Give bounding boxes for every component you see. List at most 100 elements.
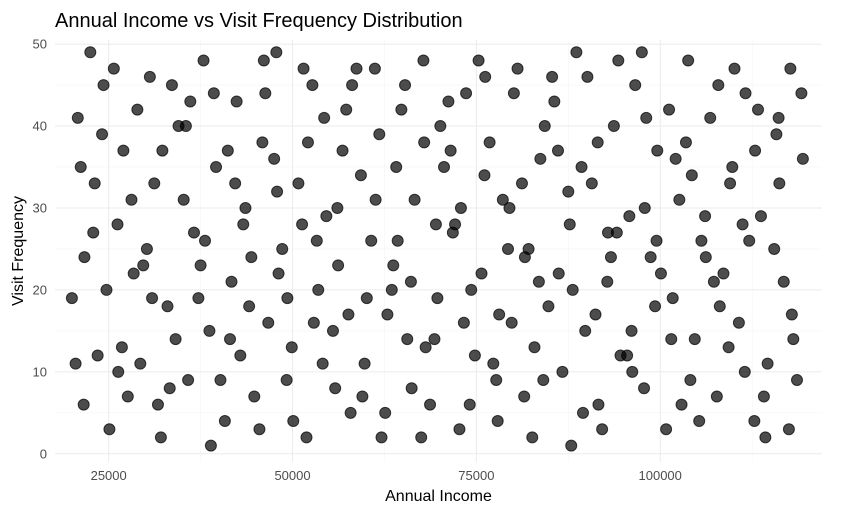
data-point xyxy=(320,210,333,223)
data-point xyxy=(589,308,602,321)
data-point xyxy=(115,341,128,354)
data-point xyxy=(225,275,238,288)
data-point xyxy=(526,431,539,444)
data-point xyxy=(577,406,590,419)
data-point xyxy=(491,415,504,428)
data-point xyxy=(487,357,500,370)
data-point xyxy=(438,161,451,174)
data-point xyxy=(479,70,492,83)
data-point xyxy=(401,333,414,346)
data-point xyxy=(306,79,319,92)
data-point xyxy=(739,87,752,100)
data-point xyxy=(368,62,381,75)
data-point xyxy=(301,136,314,149)
data-point xyxy=(515,177,528,190)
data-point xyxy=(207,87,220,100)
data-point xyxy=(342,308,355,321)
data-point xyxy=(537,374,550,387)
data-point xyxy=(693,415,706,428)
data-point xyxy=(259,87,272,100)
data-point xyxy=(375,431,388,444)
data-point xyxy=(69,357,82,370)
data-point xyxy=(373,128,386,141)
data-point xyxy=(772,111,785,124)
data-point xyxy=(592,398,605,411)
data-point xyxy=(542,300,555,313)
data-point xyxy=(296,218,309,231)
data-point xyxy=(192,292,205,305)
data-point xyxy=(245,251,258,264)
data-point xyxy=(112,365,125,378)
data-point xyxy=(650,234,663,247)
data-point xyxy=(612,54,625,67)
data-point xyxy=(199,234,212,247)
data-point xyxy=(552,267,565,280)
data-point xyxy=(570,46,583,59)
data-point xyxy=(331,201,344,214)
data-point xyxy=(121,390,134,403)
data-point xyxy=(704,111,717,124)
data-point xyxy=(417,54,430,67)
data-point xyxy=(358,357,371,370)
data-point xyxy=(699,210,712,223)
data-point xyxy=(660,423,673,436)
x-tick-label: 25000 xyxy=(91,468,127,483)
data-point xyxy=(777,275,790,288)
data-point xyxy=(472,54,485,67)
data-point xyxy=(229,177,242,190)
data-point xyxy=(562,185,575,198)
y-tick-label: 50 xyxy=(33,37,47,52)
data-point xyxy=(663,103,676,116)
data-point xyxy=(640,111,653,124)
data-point xyxy=(713,300,726,313)
data-point xyxy=(179,120,192,133)
data-point xyxy=(591,136,604,149)
data-point xyxy=(418,136,431,149)
data-point xyxy=(699,251,712,264)
data-point xyxy=(65,292,78,305)
data-point xyxy=(307,316,320,329)
data-point xyxy=(770,128,783,141)
data-point xyxy=(78,251,91,264)
data-point xyxy=(404,275,417,288)
data-point xyxy=(395,103,408,116)
data-point xyxy=(271,185,284,198)
data-point xyxy=(532,275,545,288)
data-point xyxy=(434,120,447,133)
data-point xyxy=(449,218,462,231)
data-point xyxy=(604,251,617,264)
data-point xyxy=(344,406,357,419)
data-point xyxy=(336,144,349,157)
data-point xyxy=(565,439,578,452)
data-point xyxy=(673,193,686,206)
data-point xyxy=(468,349,481,362)
y-tick-label: 40 xyxy=(33,119,47,134)
data-point xyxy=(125,193,138,206)
data-point xyxy=(151,398,164,411)
x-tick-label: 100000 xyxy=(639,468,682,483)
data-point xyxy=(548,95,561,108)
data-point xyxy=(695,234,708,247)
data-point xyxy=(444,144,457,157)
y-tick-label: 30 xyxy=(33,200,47,215)
data-point xyxy=(140,242,153,255)
data-point xyxy=(134,357,147,370)
data-point xyxy=(754,210,767,223)
chart-title: Annual Income vs Visit Frequency Distrib… xyxy=(55,10,463,32)
data-point xyxy=(644,251,657,264)
data-point xyxy=(187,226,200,239)
x-tick-label: 75000 xyxy=(458,468,494,483)
data-point xyxy=(638,382,651,395)
data-point xyxy=(675,398,688,411)
data-point xyxy=(161,300,174,313)
data-point xyxy=(493,308,506,321)
data-point xyxy=(310,234,323,247)
data-point xyxy=(350,62,363,75)
data-point xyxy=(629,79,642,92)
data-point xyxy=(165,79,178,92)
data-point xyxy=(463,398,476,411)
data-point xyxy=(276,242,289,255)
data-point xyxy=(475,267,488,280)
data-point xyxy=(230,95,243,108)
